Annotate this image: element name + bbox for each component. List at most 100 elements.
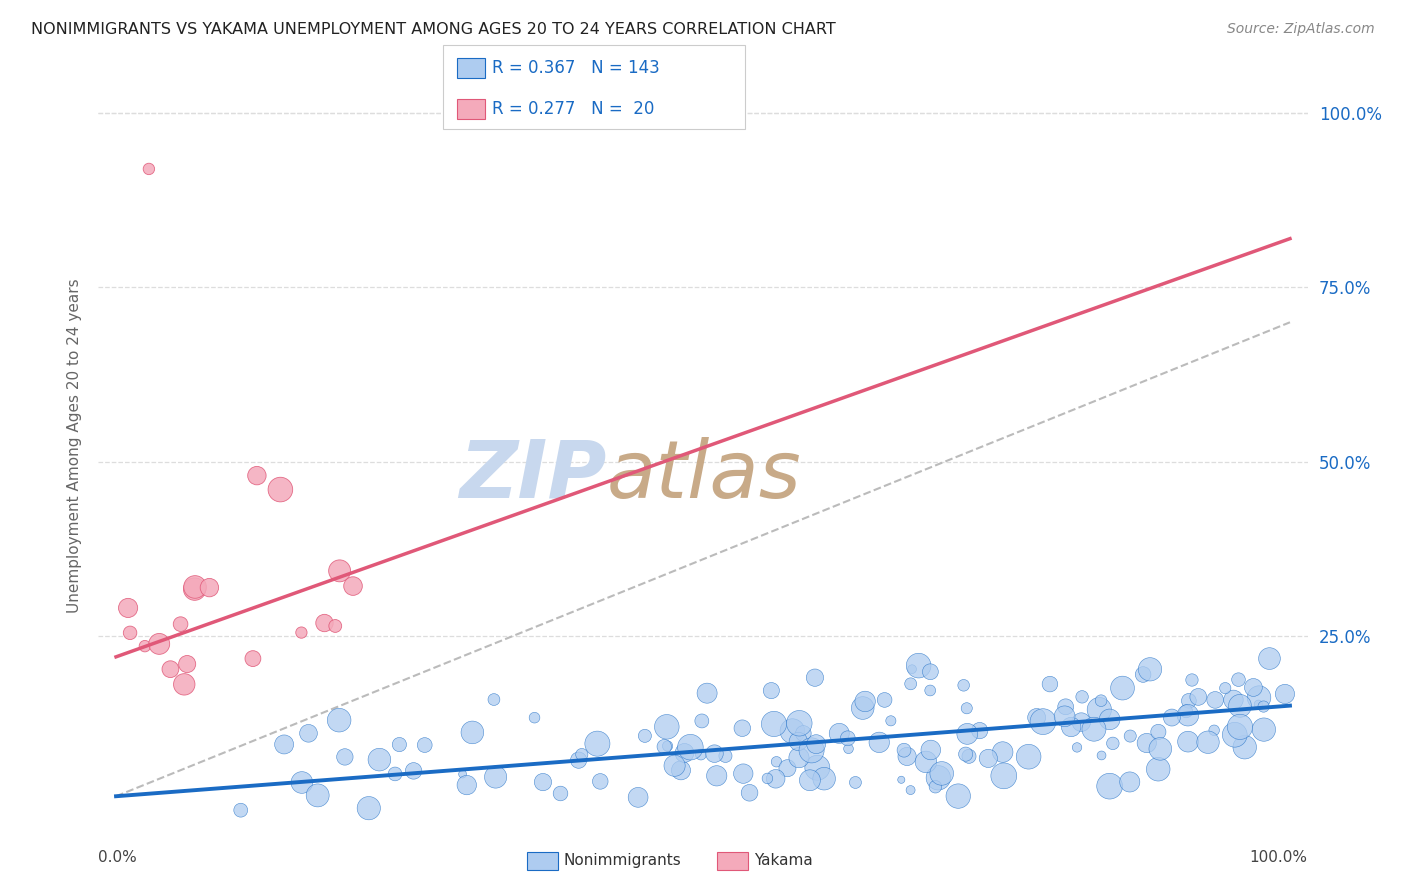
Point	[198, 581, 221, 595]
Point	[1090, 748, 1112, 763]
Point	[329, 564, 352, 578]
Point	[787, 734, 810, 748]
Point	[782, 724, 804, 739]
Point	[696, 686, 718, 700]
Point	[993, 769, 1015, 783]
Point	[1178, 694, 1201, 708]
Point	[1177, 734, 1199, 748]
Point	[873, 693, 896, 707]
Point	[323, 619, 346, 633]
Point	[762, 717, 785, 731]
Point	[1070, 715, 1092, 730]
Point	[852, 701, 875, 715]
Point	[1098, 779, 1121, 793]
Point	[169, 617, 191, 632]
Point	[482, 692, 505, 706]
Point	[1018, 749, 1040, 764]
Point	[799, 773, 821, 788]
Y-axis label: Unemployment Among Ages 20 to 24 years: Unemployment Among Ages 20 to 24 years	[66, 278, 82, 614]
Point	[148, 637, 170, 651]
Point	[242, 651, 264, 665]
Point	[1258, 651, 1281, 665]
Point	[1241, 681, 1264, 695]
Point	[1187, 690, 1209, 704]
Point	[679, 740, 702, 755]
Point	[117, 601, 139, 615]
Point	[1071, 690, 1094, 704]
Point	[1101, 736, 1123, 750]
Point	[1253, 699, 1275, 714]
Point	[1132, 667, 1154, 681]
Point	[1025, 710, 1047, 724]
Point	[991, 745, 1014, 759]
Point	[896, 749, 918, 764]
Point	[229, 803, 252, 817]
Text: Nonimmigrants: Nonimmigrants	[564, 854, 682, 868]
Point	[804, 737, 827, 751]
Point	[384, 767, 406, 781]
Text: 0.0%: 0.0%	[98, 850, 138, 865]
Text: NONIMMIGRANTS VS YAKAMA UNEMPLOYMENT AMONG AGES 20 TO 24 YEARS CORRELATION CHART: NONIMMIGRANTS VS YAKAMA UNEMPLOYMENT AMO…	[31, 22, 835, 37]
Point	[733, 766, 755, 780]
Point	[1066, 740, 1088, 755]
Point	[1053, 709, 1076, 723]
Point	[1119, 729, 1142, 743]
Point	[957, 749, 980, 764]
Point	[589, 774, 612, 789]
Point	[956, 727, 979, 741]
Point	[813, 772, 835, 786]
Point	[1139, 662, 1161, 676]
Point	[703, 747, 725, 761]
Point	[853, 694, 876, 708]
Point	[290, 625, 312, 640]
Point	[1274, 687, 1296, 701]
Point	[1223, 728, 1246, 742]
Point	[907, 658, 929, 673]
Point	[273, 738, 295, 752]
Point	[765, 755, 787, 769]
Point	[388, 738, 411, 752]
Point	[269, 483, 291, 497]
Point	[828, 726, 851, 740]
Point	[652, 739, 675, 754]
Point	[1177, 708, 1199, 723]
Point	[800, 743, 823, 757]
Point	[307, 789, 329, 803]
Point	[955, 747, 977, 761]
Text: R = 0.277   N =  20: R = 0.277 N = 20	[492, 100, 654, 118]
Point	[893, 743, 915, 757]
Point	[948, 789, 970, 803]
Point	[485, 770, 508, 784]
Point	[890, 772, 912, 787]
Point	[1253, 723, 1275, 737]
Point	[1111, 681, 1133, 695]
Point	[1060, 720, 1083, 734]
Point	[120, 625, 142, 640]
Point	[837, 741, 859, 756]
Point	[714, 748, 737, 763]
Point	[706, 769, 728, 783]
Point	[804, 671, 827, 685]
Point	[924, 780, 946, 794]
Point	[756, 772, 779, 786]
Point	[402, 764, 425, 778]
Point	[920, 743, 942, 757]
Point	[456, 778, 478, 792]
Point	[1149, 742, 1171, 756]
Point	[1136, 736, 1159, 750]
Point	[357, 801, 380, 815]
Point	[690, 747, 713, 762]
Point	[1032, 714, 1054, 729]
Point	[1229, 720, 1251, 734]
Point	[1247, 690, 1270, 705]
Point	[634, 729, 657, 743]
Text: Yakama: Yakama	[754, 854, 813, 868]
Point	[931, 766, 953, 780]
Point	[1083, 723, 1105, 737]
Text: 100.0%: 100.0%	[1250, 850, 1308, 865]
Point	[1119, 775, 1142, 789]
Point	[531, 775, 554, 789]
Point	[673, 746, 696, 760]
Text: atlas: atlas	[606, 437, 801, 515]
Point	[806, 761, 828, 775]
